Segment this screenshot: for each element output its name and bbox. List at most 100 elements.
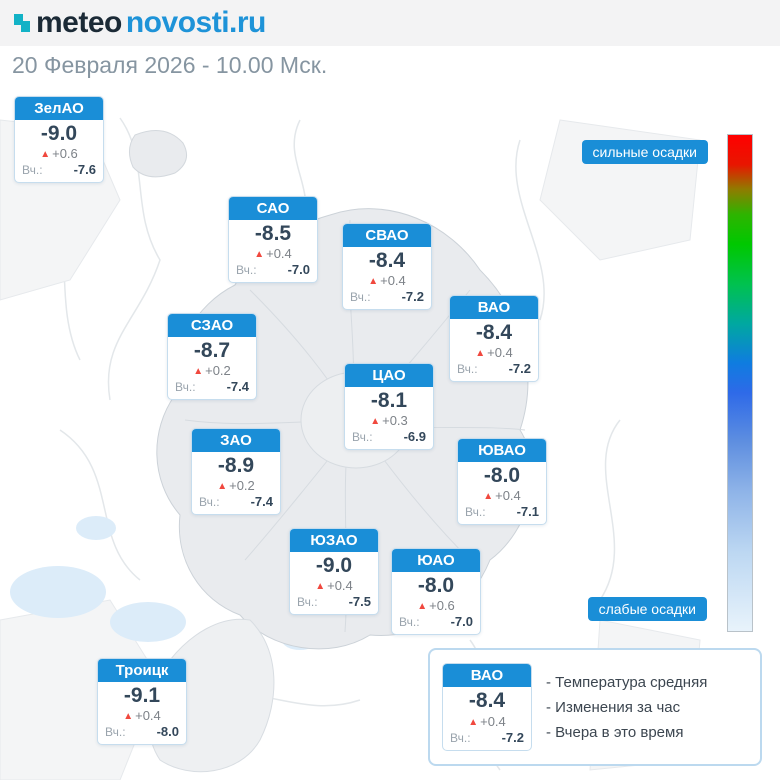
- district-card-body: -8.7 ▲ +0.2 Вч.: -7.4: [168, 337, 256, 399]
- yesterday-label: Вч.:: [399, 615, 420, 630]
- site-header: meteo novosti.ru 20 Февраля 2026 - 10.00 …: [0, 0, 780, 78]
- yesterday-value: -8.0: [156, 724, 179, 740]
- change-row: ▲ +0.6: [22, 146, 96, 161]
- change-value: +0.3: [382, 413, 408, 429]
- yesterday-value: -7.5: [348, 594, 371, 610]
- logo-text-meteo: meteo: [36, 6, 122, 39]
- change-row: ▲ +0.2: [199, 478, 273, 493]
- change-value: +0.2: [205, 363, 231, 379]
- change-value: +0.4: [380, 273, 406, 289]
- temp-rise-icon: ▲: [368, 276, 379, 288]
- yesterday-value: -7.2: [501, 729, 524, 745]
- district-card: ЦАО -8.1 ▲ +0.3 Вч.: -6.9: [344, 363, 434, 451]
- district-card-body: -8.0 ▲ +0.4 Вч.: -7.1: [458, 462, 546, 524]
- change-value: +0.4: [327, 578, 353, 594]
- yesterday-row: Вч.: -7.0: [399, 614, 473, 629]
- yesterday-row: Вч.: -7.6: [22, 162, 96, 177]
- change-row: ▲ +0.4: [105, 708, 179, 723]
- yesterday-row: Вч.: -7.2: [457, 361, 531, 376]
- district-name: ЗелАО: [15, 97, 103, 120]
- district-card-body: -8.9 ▲ +0.2 Вч.: -7.4: [192, 452, 280, 514]
- district-card: ЮВАО -8.0 ▲ +0.4 Вч.: -7.1: [457, 438, 547, 526]
- change-value: +0.6: [52, 146, 78, 162]
- yesterday-row: Вч.: -8.0: [105, 724, 179, 739]
- district-name: ВАО: [450, 296, 538, 319]
- temperature-value: -8.0: [417, 574, 455, 597]
- yesterday-value: -7.1: [516, 504, 539, 520]
- district-card: ВАО -8.4 ▲ +0.4 Вч.: -7.2: [449, 295, 539, 383]
- temperature-value: -8.7: [193, 339, 231, 362]
- yesterday-row: Вч.: -7.1: [465, 504, 539, 519]
- temperature-value: -8.4: [368, 249, 406, 272]
- yesterday-value: -7.0: [450, 614, 473, 630]
- change-value: +0.6: [429, 598, 455, 614]
- yesterday-label: Вч.:: [199, 495, 220, 510]
- temp-rise-icon: ▲: [254, 249, 265, 261]
- yesterday-row: Вч.: -7.4: [175, 379, 249, 394]
- yesterday-label: Вч.:: [105, 725, 126, 740]
- yesterday-row: Вч.: -7.5: [297, 594, 371, 609]
- temperature-value: -8.0: [483, 464, 521, 487]
- district-card-body: -8.0 ▲ +0.6 Вч.: -7.0: [392, 572, 480, 634]
- temperature-value: -8.4: [475, 321, 513, 344]
- district-name: САО: [229, 197, 317, 220]
- site-logo[interactable]: meteo novosti.ru: [12, 6, 266, 40]
- change-row: ▲ +0.4: [465, 488, 539, 503]
- temperature-value: -8.9: [217, 454, 255, 477]
- temp-rise-icon: ▲: [193, 366, 204, 378]
- change-row: ▲ +0.4: [450, 714, 524, 729]
- legend-line-avg-temp: - Температура средняя: [546, 673, 708, 691]
- district-card-body: -9.1 ▲ +0.4 Вч.: -8.0: [98, 682, 186, 744]
- yesterday-label: Вч.:: [457, 362, 478, 377]
- district-card: ВАО -8.4 ▲ +0.4 Вч.: -7.2: [442, 663, 532, 751]
- yesterday-label: Вч.:: [465, 505, 486, 520]
- yesterday-row: Вч.: -7.0: [236, 262, 310, 277]
- change-row: ▲ +0.4: [350, 273, 424, 288]
- district-card-body: -8.4 ▲ +0.4 Вч.: -7.2: [450, 319, 538, 381]
- district-card: ЮЗАО -9.0 ▲ +0.4 Вч.: -7.5: [289, 528, 379, 616]
- district-card: Троицк -9.1 ▲ +0.4 Вч.: -8.0: [97, 658, 187, 746]
- change-row: ▲ +0.6: [399, 598, 473, 613]
- district-name: Троицк: [98, 659, 186, 682]
- change-row: ▲ +0.2: [175, 363, 249, 378]
- change-value: +0.4: [266, 246, 292, 262]
- district-name: ВАО: [443, 664, 531, 688]
- district-card-body: -8.5 ▲ +0.4 Вч.: -7.0: [229, 220, 317, 282]
- temperature-value: -9.0: [315, 554, 353, 577]
- district-card-body: -8.4 ▲ +0.4 Вч.: -7.2: [343, 247, 431, 309]
- district-name: ЮЗАО: [290, 529, 378, 552]
- district-card: ЗАО -8.9 ▲ +0.2 Вч.: -7.4: [191, 428, 281, 516]
- district-card: ЮАО -8.0 ▲ +0.6 Вч.: -7.0: [391, 548, 481, 636]
- yesterday-label: Вч.:: [352, 430, 373, 445]
- logo-icon: [14, 14, 30, 32]
- yesterday-label: Вч.:: [350, 290, 371, 305]
- yesterday-label: Вч.:: [450, 730, 471, 745]
- district-card-body: -8.1 ▲ +0.3 Вч.: -6.9: [345, 387, 433, 449]
- temperature-value: -8.5: [254, 222, 292, 245]
- change-row: ▲ +0.4: [297, 578, 371, 593]
- yesterday-row: Вч.: -7.2: [350, 289, 424, 304]
- change-row: ▲ +0.4: [457, 345, 531, 360]
- district-name: ЦАО: [345, 364, 433, 387]
- logo-strip: meteo novosti.ru: [0, 0, 780, 46]
- yesterday-label: Вч.:: [236, 263, 257, 278]
- change-row: ▲ +0.4: [236, 246, 310, 261]
- date-heading: 20 Февраля 2026 - 10.00 Мск.: [12, 52, 328, 78]
- district-name: ЗАО: [192, 429, 280, 452]
- district-card: САО -8.5 ▲ +0.4 Вч.: -7.0: [228, 196, 318, 284]
- temp-rise-icon: ▲: [475, 348, 486, 360]
- temp-rise-icon: ▲: [370, 416, 381, 428]
- yesterday-value: -6.9: [403, 429, 426, 445]
- temp-rise-icon: ▲: [315, 581, 326, 593]
- yesterday-value: -7.4: [226, 379, 249, 395]
- change-value: +0.4: [135, 708, 161, 724]
- temperature-value: -9.0: [40, 122, 78, 145]
- yesterday-label: Вч.:: [22, 163, 43, 178]
- change-value: +0.4: [480, 713, 506, 729]
- temp-rise-icon: ▲: [468, 716, 479, 728]
- district-card: СВАО -8.4 ▲ +0.4 Вч.: -7.2: [342, 223, 432, 311]
- district-card-body: -9.0 ▲ +0.6 Вч.: -7.6: [15, 120, 103, 182]
- yesterday-label: Вч.:: [175, 380, 196, 395]
- temperature-value: -8.4: [468, 689, 506, 713]
- temp-rise-icon: ▲: [123, 711, 134, 723]
